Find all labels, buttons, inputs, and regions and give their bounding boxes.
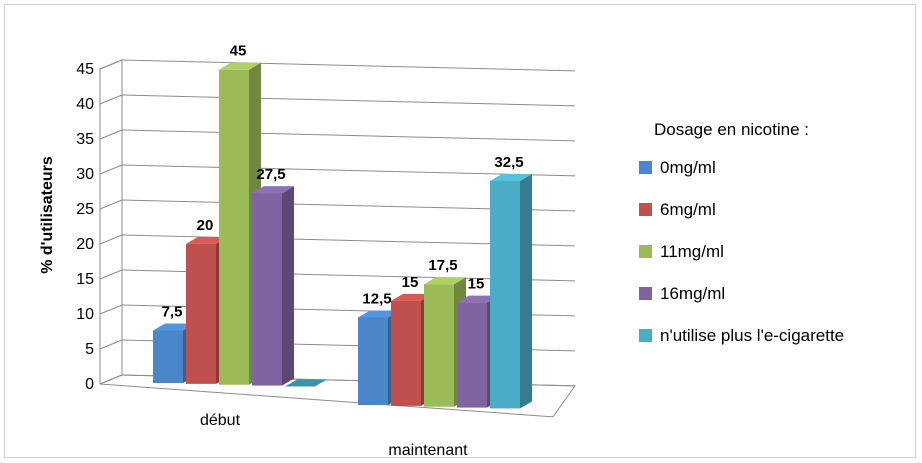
category-label: maintenant	[388, 442, 468, 459]
gridline-side	[99, 94, 123, 105]
bar-n'utilise plus l'e-cigarette-début	[285, 379, 327, 387]
bars	[153, 62, 532, 409]
data-label: 20	[197, 217, 214, 234]
bar-n'utilise plus l'e-cigarette-maintenant	[490, 180, 520, 409]
bar-6mg/ml-début	[186, 243, 216, 384]
bar-11mg/ml-maintenant	[424, 284, 454, 407]
bar-side	[282, 186, 294, 386]
gridline-side	[99, 269, 123, 280]
y-tick-label: 5	[85, 341, 94, 358]
gridline-side	[99, 199, 123, 210]
gridline-side	[99, 129, 123, 140]
data-labels: 7,5 20 45 27,5 12,5 15 17,5 15 32,5	[162, 43, 524, 321]
bar-side	[520, 173, 532, 409]
y-tick-label: 0	[85, 376, 94, 393]
data-label: 12,5	[362, 291, 391, 308]
y-tick-label: 10	[76, 306, 94, 323]
bar-top	[358, 310, 400, 318]
legend-swatch	[639, 161, 652, 174]
bar-top	[252, 186, 294, 194]
gridline-side	[99, 304, 123, 315]
gridline	[121, 164, 576, 177]
data-label: 45	[230, 43, 247, 60]
y-tick-label: 20	[76, 236, 94, 253]
y-axis-title: % d'utilisateurs	[39, 156, 56, 274]
gridline-side	[99, 339, 123, 350]
legend-item: 16mg/ml	[660, 284, 725, 303]
legend-item: 11mg/ml	[660, 242, 724, 261]
y-tick-label: 25	[76, 201, 94, 218]
gridline-side	[99, 59, 123, 70]
category-label: début	[200, 412, 241, 429]
legend-swatch	[639, 203, 652, 216]
bar-top	[186, 236, 228, 244]
data-label: 27,5	[256, 166, 285, 183]
y-tick-label: 30	[76, 166, 94, 183]
legend-item: n'utilise plus l'e-cigarette	[660, 326, 844, 345]
gridline	[121, 59, 576, 72]
data-label: 7,5	[162, 304, 183, 321]
bar-top	[391, 293, 433, 301]
legend-swatch	[639, 287, 652, 300]
data-label: 15	[468, 276, 485, 293]
y-axis-ticks: 0 5 10 15 20 25 30 35 40 45	[76, 61, 94, 393]
legend-swatch	[639, 245, 652, 258]
y-tick-label: 15	[76, 271, 94, 288]
bar-top	[219, 62, 261, 70]
gridline-side	[99, 374, 123, 385]
gridline-side	[99, 234, 123, 245]
y-tick-label: 40	[76, 96, 94, 113]
data-label: 15	[402, 274, 419, 291]
y-tick-label: 35	[76, 131, 94, 148]
gridline-side	[99, 164, 123, 175]
legend-item: 0mg/ml	[660, 158, 716, 177]
gridline	[121, 94, 576, 107]
bar-16mg/ml-début	[252, 193, 282, 386]
bar-0mg/ml-début	[153, 330, 183, 383]
y-tick-label: 45	[76, 61, 94, 78]
gridline	[121, 129, 576, 142]
bar-top	[490, 173, 532, 181]
legend-title: Dosage en nicotine :	[654, 120, 809, 139]
legend-item: 6mg/ml	[660, 200, 716, 219]
x-axis-categories: début maintenant	[200, 412, 468, 459]
legend-swatch	[639, 329, 652, 342]
data-label: 32,5	[494, 154, 523, 171]
bar-11mg/ml-début	[219, 69, 249, 385]
bar-top	[424, 277, 466, 285]
bar-top	[153, 323, 195, 331]
legend: Dosage en nicotine : 0mg/ml 6mg/ml 11mg/ml…	[639, 120, 844, 345]
data-label: 17,5	[428, 257, 457, 274]
bar-top	[457, 295, 499, 303]
bar-0mg/ml-maintenant	[358, 317, 388, 405]
bar-6mg/ml-maintenant	[391, 300, 421, 406]
side-wall	[99, 59, 123, 385]
bar-16mg/ml-maintenant	[457, 302, 487, 408]
